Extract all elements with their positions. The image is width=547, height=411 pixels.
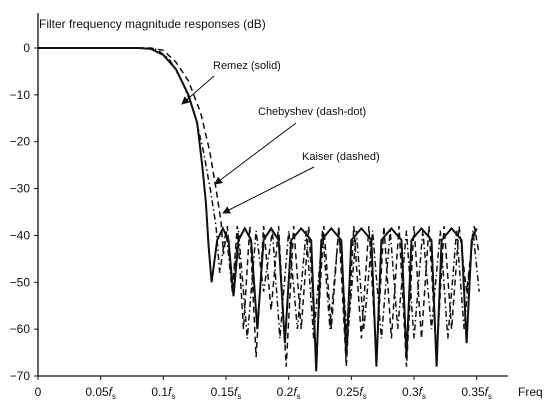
annotation-arrow — [222, 166, 315, 214]
x-tick-label: 0.25fs — [336, 385, 367, 401]
x-axis-label: Freq — [518, 385, 543, 399]
y-tick-label: −40 — [10, 228, 31, 242]
annotation-label: Kaiser (dashed) — [302, 151, 380, 163]
series-line-kaiser — [38, 47, 480, 367]
y-tick-label: −60 — [10, 322, 31, 336]
y-tick-label: −70 — [10, 369, 31, 383]
annotation-arrow — [181, 75, 215, 105]
y-tick-label: −50 — [10, 275, 31, 289]
x-tick-label: 0.2fs — [277, 385, 301, 401]
x-tick-label: 0.05fs — [85, 385, 116, 401]
y-tick-label: −20 — [10, 135, 31, 149]
annotation-arrow — [214, 122, 297, 185]
x-tick-label: 0.35fs — [461, 385, 492, 401]
x-tick-label: 0.3fs — [402, 385, 426, 401]
annotation-label: Remez (solid) — [213, 60, 281, 72]
annotation-label: Chebyshev (dash-dot) — [258, 106, 366, 118]
y-tick-label: −30 — [10, 182, 31, 196]
x-tick-label: 0.1fs — [151, 385, 175, 401]
x-tick-label: 0.15fs — [211, 385, 242, 401]
series-line-chebyshev — [38, 47, 480, 339]
x-tick-label: 0 — [35, 385, 42, 399]
chart-title: Filter frequency magnitude responses (dB… — [39, 17, 266, 31]
y-tick-label: −10 — [10, 88, 31, 102]
series-line-remez — [38, 47, 478, 372]
y-tick-label: 0 — [23, 41, 30, 55]
